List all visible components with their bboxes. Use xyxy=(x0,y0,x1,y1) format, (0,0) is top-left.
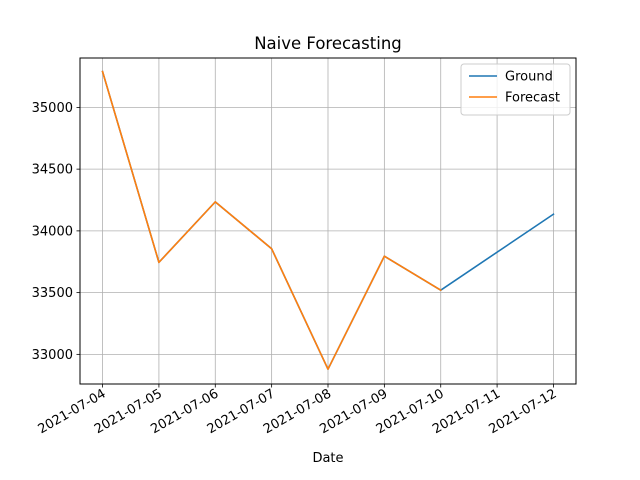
legend-label-ground: Ground xyxy=(505,70,553,85)
y-tick-label: 34000 xyxy=(32,224,73,239)
x-axis-label: Date xyxy=(312,451,343,466)
x-axis: 2021-07-042021-07-052021-07-062021-07-07… xyxy=(36,384,559,437)
series-line-forecast xyxy=(101,70,442,370)
legend: Ground Forecast xyxy=(460,63,571,116)
chart-title: Naive Forecasting xyxy=(254,34,402,53)
y-tick-label: 33000 xyxy=(32,348,73,363)
y-axis: 33000 33500 34000 34500 35000 xyxy=(32,101,80,363)
y-tick-label: 33500 xyxy=(32,286,73,301)
y-tick-label: 34500 xyxy=(32,163,73,178)
series-lines xyxy=(101,70,555,370)
y-tick-label: 35000 xyxy=(32,101,73,116)
legend-label-forecast: Forecast xyxy=(505,91,560,106)
